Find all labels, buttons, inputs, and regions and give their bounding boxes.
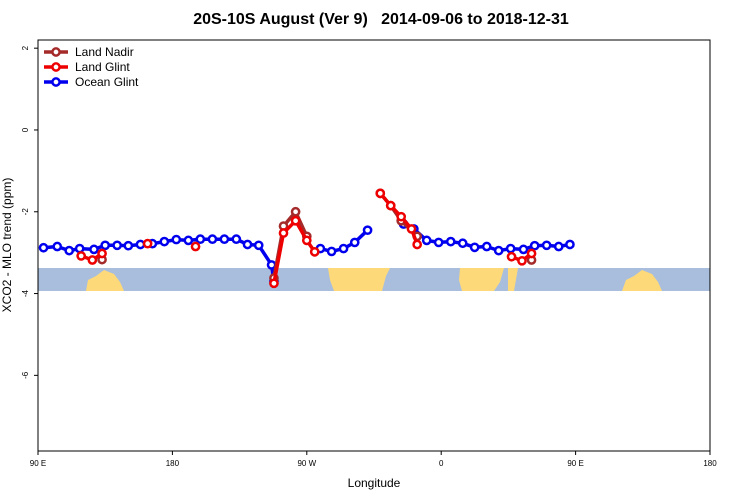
data-point xyxy=(266,260,277,270)
legend-label: Ocean Glint xyxy=(75,75,139,89)
data-point xyxy=(518,244,529,255)
data-point xyxy=(309,246,320,257)
data-point xyxy=(64,245,75,256)
plot-frame xyxy=(37,39,711,452)
data-point xyxy=(526,248,537,259)
x-tick-label: 180 xyxy=(703,459,717,468)
y-tick-label: -6 xyxy=(21,371,30,379)
data-point xyxy=(517,255,527,266)
data-point xyxy=(242,239,253,250)
land-shape xyxy=(508,268,518,291)
land-shape xyxy=(86,270,124,291)
data-point xyxy=(493,245,504,256)
data-point xyxy=(421,235,432,246)
x-tick-label: 90 E xyxy=(567,459,583,468)
data-point xyxy=(38,242,49,253)
map-strip xyxy=(38,268,710,291)
data-point xyxy=(253,240,264,251)
legend-marker xyxy=(51,62,61,72)
x-axis-label: Longitude xyxy=(348,476,401,490)
data-point xyxy=(375,188,386,199)
land-shape xyxy=(622,270,662,291)
x-tick-label: 180 xyxy=(166,459,180,468)
data-point xyxy=(89,244,99,255)
data-point xyxy=(76,251,87,261)
series xyxy=(38,219,575,287)
data-point xyxy=(74,243,85,254)
data-point xyxy=(290,215,301,226)
legend-marker xyxy=(51,47,61,57)
data-point xyxy=(506,251,517,262)
data-point xyxy=(195,234,206,245)
y-tick-label: 0 xyxy=(21,127,30,132)
data-point xyxy=(123,240,134,251)
legend-marker xyxy=(51,77,61,87)
data-point xyxy=(269,278,279,289)
data-point xyxy=(457,238,468,249)
legend-label: Land Glint xyxy=(75,60,130,74)
y-axis-label: XCO2 - MLO trend (ppm) xyxy=(0,178,14,313)
data-point xyxy=(469,242,480,253)
land-shape xyxy=(328,268,390,291)
data-point xyxy=(159,236,170,247)
y-tick-label: -4 xyxy=(21,289,30,297)
data-point xyxy=(100,240,111,251)
data-point xyxy=(278,228,289,238)
data-point xyxy=(412,239,423,250)
y-tick-label: -2 xyxy=(21,208,30,216)
data-point xyxy=(565,239,575,250)
data-point xyxy=(190,241,201,252)
x-tick-label: 90 W xyxy=(297,459,316,468)
y-tick-label: 2 xyxy=(21,45,30,50)
data-point xyxy=(326,246,337,257)
data-point xyxy=(385,200,396,211)
data-point xyxy=(541,240,552,251)
legend-label: Land Nadir xyxy=(75,45,134,59)
data-point xyxy=(433,237,444,248)
x-tick-label: 0 xyxy=(439,459,444,468)
x-tick-label: 90 E xyxy=(30,459,46,468)
data-point xyxy=(171,234,182,245)
data-point xyxy=(349,237,360,248)
data-point xyxy=(529,240,540,251)
data-point xyxy=(219,234,230,245)
data-point xyxy=(87,255,98,265)
data-point xyxy=(362,225,373,236)
data-point xyxy=(112,240,122,251)
data-point xyxy=(207,234,218,245)
data-point xyxy=(290,206,301,217)
data-point xyxy=(481,241,492,252)
land-shape xyxy=(459,268,504,291)
series-line xyxy=(274,193,532,278)
data-point xyxy=(97,248,107,259)
data-point xyxy=(301,235,312,246)
data-point xyxy=(231,234,242,245)
chart-title: 20S-10S August (Ver 9) 2014-09-06 to 201… xyxy=(193,11,569,28)
data-point xyxy=(338,243,349,254)
data-point xyxy=(183,235,194,246)
data-point xyxy=(406,224,417,234)
data-point xyxy=(396,211,407,222)
data-point xyxy=(142,238,153,249)
data-point xyxy=(553,241,564,252)
series xyxy=(97,188,537,283)
data-point xyxy=(52,241,63,252)
series xyxy=(76,188,537,289)
data-point xyxy=(445,236,456,247)
data-point xyxy=(505,243,516,254)
